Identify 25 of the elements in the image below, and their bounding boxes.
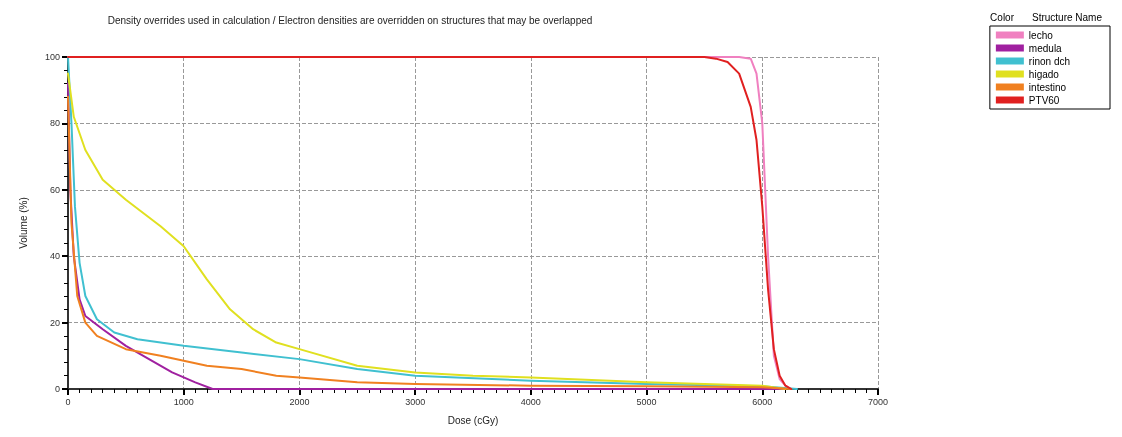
x-tick-label: 3000 [405, 396, 426, 407]
legend-label: PTV60 [1028, 94, 1060, 106]
legend-label: higado [1028, 68, 1060, 80]
y-tick-label: 40 [49, 251, 60, 262]
y-tick-label: 20 [49, 317, 60, 328]
legend-title: Structure Name [1031, 11, 1103, 23]
text: Color [990, 11, 1015, 23]
x-tick-label: 2000 [289, 396, 310, 407]
legend-label: rinon dch [1028, 55, 1070, 67]
chart-title: Density overrides used in calculation / Electron densities are overridden on structures that may be overlapped [107, 14, 593, 26]
legend-label: medula [1028, 42, 1063, 54]
x-tick-label: 5000 [636, 396, 657, 407]
y-tick-label: 60 [49, 184, 60, 195]
y-tick-label: 80 [49, 118, 60, 129]
x-tick-label: 1000 [173, 396, 194, 407]
y-axis-title: Volume (%) [17, 197, 29, 249]
x-tick-label: 7000 [867, 396, 889, 407]
legend-label: lecho [1028, 29, 1054, 41]
x-tick-label: 6000 [752, 396, 773, 407]
x-tick-label: 4000 [520, 396, 541, 407]
x-axis-title: Dose (cGy) [447, 414, 499, 426]
x-tick-label: 0 [65, 396, 71, 407]
legend-label: intestino [1028, 81, 1067, 93]
y-tick-label: 100 [44, 52, 60, 62]
y-tick-label: 0 [54, 384, 60, 394]
